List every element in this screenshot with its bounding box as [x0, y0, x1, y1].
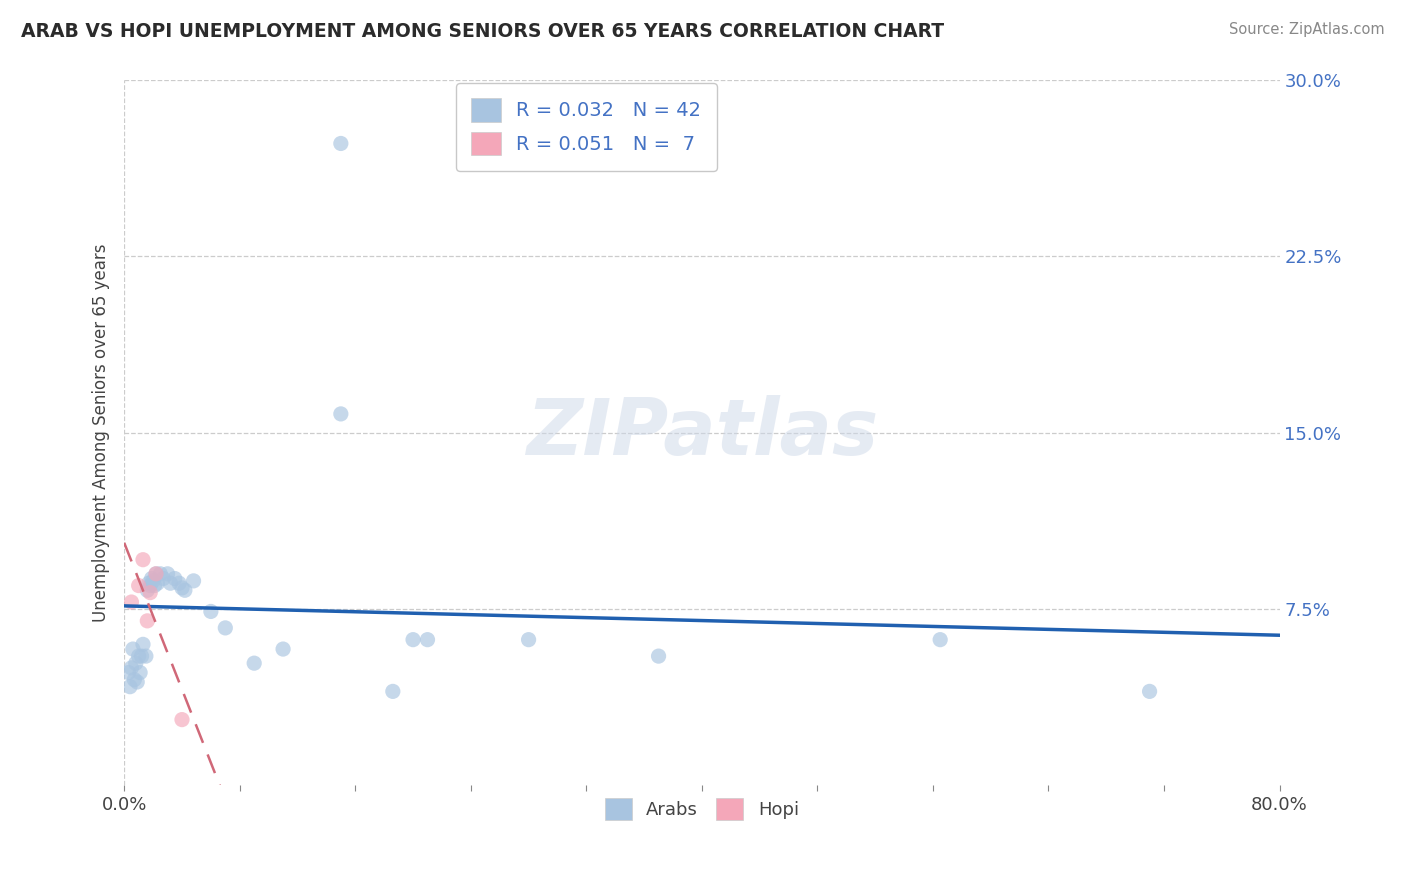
Point — [146, 576, 169, 591]
Point — [402, 632, 425, 647]
Point — [117, 665, 139, 680]
Point — [128, 649, 150, 664]
Point — [170, 581, 193, 595]
Text: ZIPatlas: ZIPatlas — [526, 395, 877, 471]
Point — [170, 713, 193, 727]
Point — [145, 566, 167, 581]
Point — [143, 578, 166, 592]
Point — [132, 552, 155, 566]
Point — [141, 572, 163, 586]
Point — [167, 576, 190, 591]
Point — [129, 665, 152, 680]
Point — [416, 632, 439, 647]
Point — [142, 574, 165, 588]
Point — [156, 566, 179, 581]
Point — [173, 583, 195, 598]
Point — [149, 566, 172, 581]
Point — [381, 684, 404, 698]
Point — [159, 576, 181, 591]
Point — [128, 578, 150, 592]
Point — [163, 572, 186, 586]
Point — [127, 675, 149, 690]
Point — [145, 566, 167, 581]
Point — [1139, 684, 1161, 698]
Point — [329, 136, 352, 151]
Point — [139, 578, 162, 592]
Point — [329, 407, 352, 421]
Point — [118, 680, 141, 694]
Text: Source: ZipAtlas.com: Source: ZipAtlas.com — [1229, 22, 1385, 37]
Point — [243, 656, 266, 670]
Point — [271, 642, 294, 657]
Point — [135, 649, 157, 664]
Point — [200, 604, 222, 618]
Point — [152, 572, 174, 586]
Point — [125, 656, 148, 670]
Point — [183, 574, 205, 588]
Y-axis label: Unemployment Among Seniors over 65 years: Unemployment Among Seniors over 65 years — [93, 244, 110, 622]
Point — [517, 632, 540, 647]
Point — [214, 621, 236, 635]
Point — [647, 649, 669, 664]
Point — [120, 595, 142, 609]
Point — [124, 673, 146, 687]
Point — [120, 661, 142, 675]
Point — [929, 632, 952, 647]
Point — [132, 637, 155, 651]
Point — [122, 642, 145, 657]
Point — [136, 614, 159, 628]
Text: ARAB VS HOPI UNEMPLOYMENT AMONG SENIORS OVER 65 YEARS CORRELATION CHART: ARAB VS HOPI UNEMPLOYMENT AMONG SENIORS … — [21, 22, 945, 41]
Point — [131, 649, 153, 664]
Point — [139, 585, 162, 599]
Legend: Arabs, Hopi: Arabs, Hopi — [596, 789, 808, 830]
Point — [138, 576, 160, 591]
Point — [136, 583, 159, 598]
